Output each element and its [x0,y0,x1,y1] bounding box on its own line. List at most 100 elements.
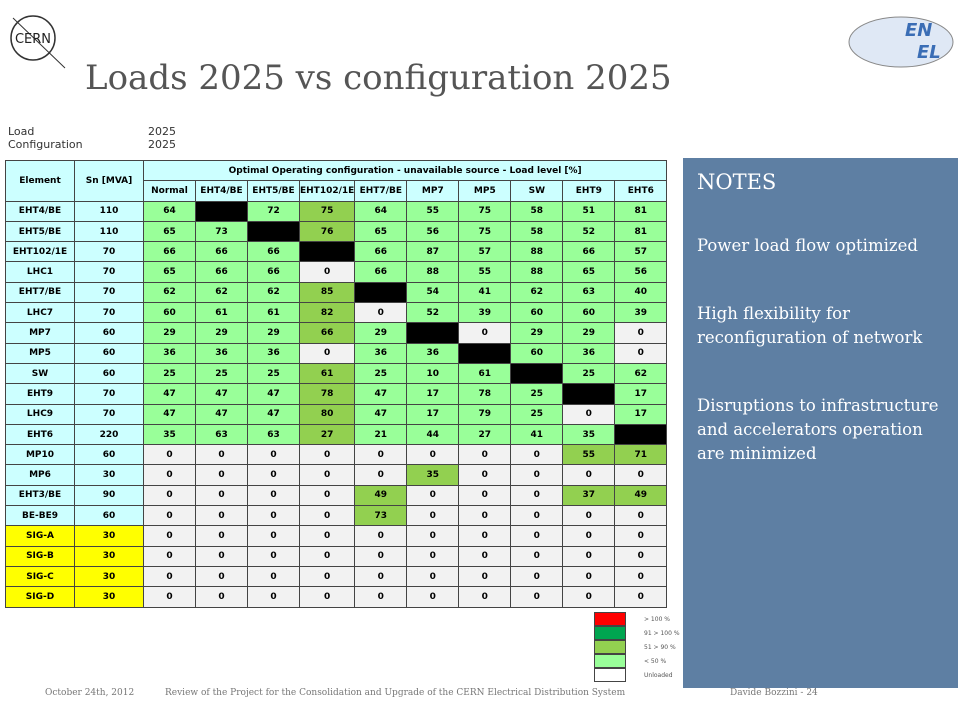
load-cell: 60 [143,302,196,324]
unavailable-cell [406,322,460,344]
load-cell: 52 [406,302,460,324]
load-cell: 87 [406,241,460,263]
sn-cell: 30 [74,464,144,486]
load-cell: 0 [562,505,616,527]
load-cell: 61 [298,362,356,385]
load-cell: 0 [354,444,408,466]
load-cell: 17 [614,403,668,425]
load-cell: 0 [247,545,300,567]
unavailable-cell [195,200,248,222]
element-cell: BE-BE9 [5,505,75,527]
load-cell: 72 [247,200,300,222]
column-header: EHT6 [614,180,668,202]
load-cell: 0 [195,565,248,588]
load-cell: 65 [562,261,616,283]
load-cell: 0 [195,586,248,608]
load-cell: 75 [298,200,356,222]
table-row: MP5 60 36 36 36 0 36 36 60 36 0 [5,342,668,364]
load-cell: 0 [458,525,512,547]
load-cell: 0 [406,545,460,567]
info-row: Configuration 2025 [8,138,176,151]
load-cell: 58 [510,200,564,222]
unavailable-cell [298,241,356,263]
info: Load 2025 Configuration 2025 [8,125,176,151]
element-cell: LHC7 [5,302,75,324]
load-cell: 0 [458,565,512,588]
table-row: MP6 30 0 0 0 0 0 35 0 0 0 0 [5,464,668,486]
table-row: EHT9 70 47 47 47 78 47 17 78 25 17 [5,383,668,405]
load-cell: 0 [614,505,668,527]
notes-title: NOTES [697,170,777,194]
table-row: EHT102/1E 70 66 66 66 66 87 57 88 66 57 [5,241,668,263]
load-cell: 52 [562,220,616,243]
load-cell: 64 [143,200,196,222]
load-cell: 63 [195,423,248,446]
load-cell: 25 [195,362,248,385]
load-cell: 0 [143,586,196,608]
load-cell: 0 [510,565,564,588]
load-cell: 0 [614,565,668,588]
element-cell: MP10 [5,444,75,466]
element-cell: EHT102/1E [5,241,75,263]
legend-swatch [594,654,626,668]
load-cell: 55 [406,200,460,222]
table-row: LHC1 70 65 66 66 0 66 88 55 88 65 56 [5,261,668,283]
load-cell: 0 [298,525,356,547]
load-cell: 40 [614,281,668,304]
load-cell: 66 [298,322,356,344]
load-cell: 76 [298,220,356,243]
load-cell: 0 [458,505,512,527]
load-cell: 55 [562,444,616,466]
load-cell: 0 [195,464,248,486]
legend-entry: < 50 % [594,654,680,668]
load-cell: 62 [614,362,668,385]
load-cell: 25 [562,362,616,385]
load-cell: 56 [406,220,460,243]
load-cell: 81 [614,200,668,222]
table-row: EHT3/BE 90 0 0 0 0 49 0 0 0 37 49 [5,484,668,507]
load-cell: 37 [562,484,616,507]
load-cell: 0 [562,545,616,567]
load-cell: 62 [195,281,248,304]
element-cell: SW [5,362,75,385]
element-cell: SIG-D [5,586,75,608]
load-cell: 47 [143,383,196,405]
load-cell: 36 [562,342,616,364]
load-cell: 61 [195,302,248,324]
load-table: Element Sn [MVA] Optimal Operating configu… [5,159,668,608]
load-cell: 0 [298,565,356,588]
load-cell: 36 [247,342,300,364]
load-cell: 82 [298,302,356,324]
slide-title: Loads 2025 vs configuration 2025 [85,58,672,98]
load-cell: 0 [354,545,408,567]
load-cell: 85 [298,281,356,304]
load-cell: 0 [458,464,512,486]
legend-swatch [594,612,626,626]
load-cell: 55 [458,261,512,283]
table-row: LHC9 70 47 47 47 80 47 17 79 25 0 17 [5,403,668,425]
load-cell: 25 [143,362,196,385]
load-cell: 71 [614,444,668,466]
load-cell: 0 [195,505,248,527]
load-cell: 60 [562,302,616,324]
load-cell: 81 [614,220,668,243]
element-cell: EHT9 [5,383,75,405]
load-cell: 39 [614,302,668,324]
load-cell: 0 [247,505,300,527]
sn-cell: 60 [74,342,144,364]
load-cell: 66 [562,241,616,263]
load-cell: 0 [298,444,356,466]
load-cell: 0 [614,464,668,486]
table-row: EHT4/BE 110 64 72 75 64 55 75 58 51 81 [5,200,668,222]
load-cell: 88 [510,261,564,283]
load-cell: 41 [510,423,564,446]
load-cell: 47 [247,383,300,405]
load-cell: 29 [562,322,616,344]
load-cell: 0 [510,505,564,527]
legend-entry: Unloaded [594,668,680,682]
table-row: SIG-D 30 0 0 0 0 0 0 0 0 0 0 [5,586,668,608]
sn-cell: 70 [74,261,144,283]
load-cell: 47 [195,383,248,405]
table-row: MP10 60 0 0 0 0 0 0 0 0 55 71 [5,444,668,466]
